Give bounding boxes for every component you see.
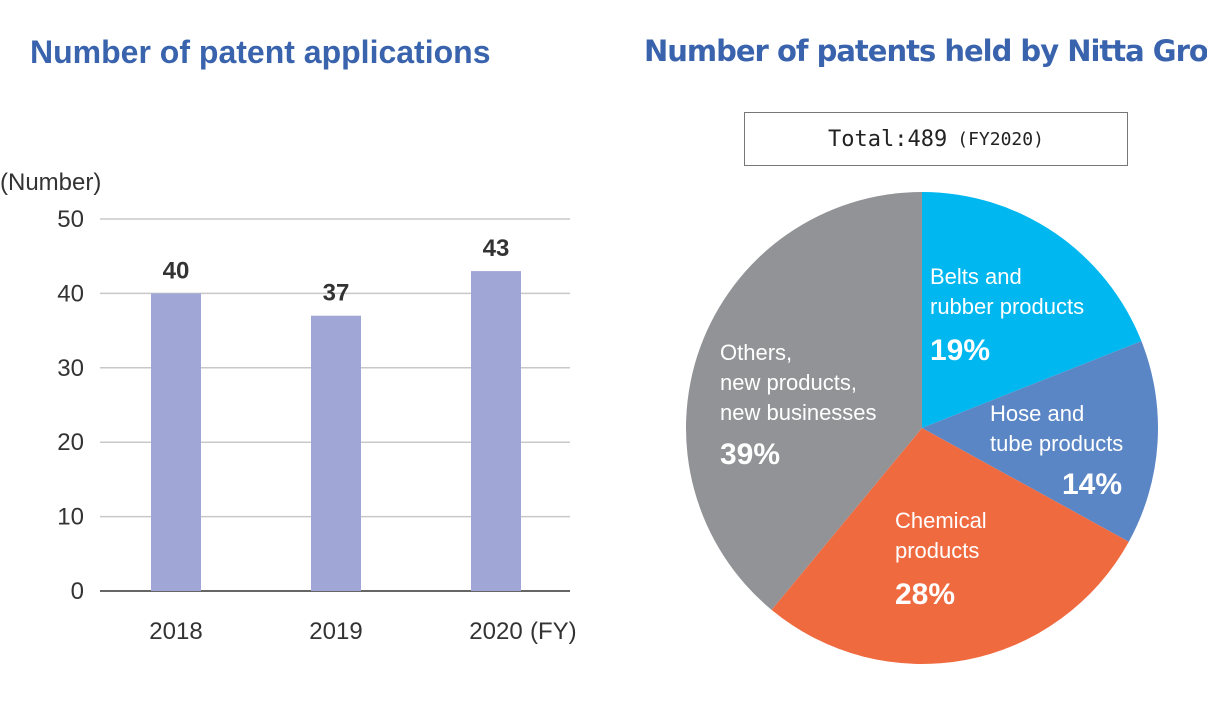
slice-label: new businesses	[720, 400, 877, 425]
bar	[311, 315, 361, 591]
slice-label: Belts and	[930, 264, 1022, 289]
pie-slice	[771, 428, 1129, 664]
bar-value-label: 37	[323, 280, 350, 307]
y-tick-label: 30	[57, 355, 84, 382]
pie-chart-title: Number of patents held by Nitta Group	[644, 34, 1207, 68]
bar	[471, 271, 521, 591]
bar-value-label: 40	[163, 257, 190, 284]
pie-slice	[686, 192, 922, 610]
slice-label: new products,	[720, 370, 857, 395]
total-box: Total:489 (FY2020)	[744, 112, 1128, 166]
slice-label: products	[895, 538, 979, 563]
x-axis-label: (FY)	[530, 618, 577, 645]
slice-label: Others,	[720, 340, 792, 365]
slice-label: Hose and	[990, 401, 1084, 426]
bar-value-label: 43	[483, 235, 510, 262]
slice-percent-label: 19%	[930, 334, 990, 367]
slice-label: tube products	[990, 431, 1123, 456]
slice-label: rubber products	[930, 294, 1084, 319]
y-tick-label: 40	[57, 280, 84, 307]
x-tick-label: 2018	[149, 618, 202, 645]
y-tick-label: 20	[57, 429, 84, 456]
slice-percent-label: 14%	[1062, 468, 1122, 501]
y-tick-label: 50	[57, 206, 84, 233]
y-tick-label: 0	[71, 578, 84, 605]
y-axis-label: (Number)	[0, 169, 101, 196]
slice-percent-label: 39%	[720, 438, 780, 471]
bar-chart-title: Number of patent applications	[30, 34, 491, 70]
pie-slice	[922, 192, 1142, 428]
bar	[151, 293, 201, 591]
slice-label: Chemical	[895, 508, 987, 533]
pie-slice	[922, 341, 1159, 542]
x-tick-label: 2019	[309, 618, 362, 645]
slice-percent-label: 28%	[895, 578, 955, 611]
y-tick-label: 10	[57, 504, 84, 531]
total-label: Total:489	[828, 126, 948, 152]
x-tick-label: 2020	[469, 618, 522, 645]
total-note: (FY2020)	[957, 128, 1044, 150]
